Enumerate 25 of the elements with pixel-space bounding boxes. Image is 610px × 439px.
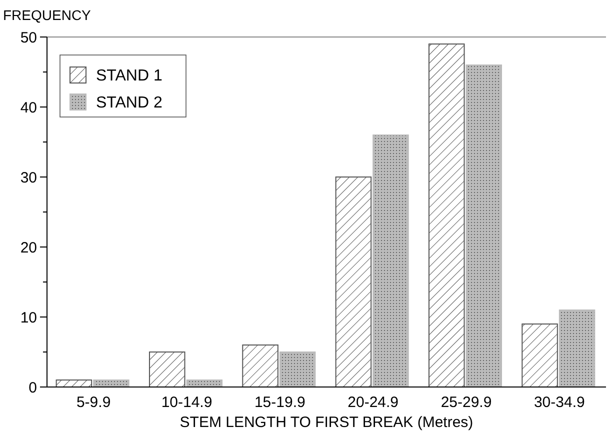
bar xyxy=(428,44,465,388)
y-tick-label: 40 xyxy=(20,99,37,116)
bar xyxy=(558,310,596,388)
bar xyxy=(466,64,502,388)
x-tick-label: 20-24.9 xyxy=(348,394,399,411)
y-tick-label: 0 xyxy=(28,379,37,396)
bar xyxy=(242,344,278,388)
legend-label: STAND 1 xyxy=(96,68,162,85)
x-tick-label: 10-14.9 xyxy=(161,394,212,411)
x-tick-label: 5-9.9 xyxy=(76,394,111,411)
y-tick-label: 10 xyxy=(20,309,37,326)
x-tick-label: 15-19.9 xyxy=(254,394,306,411)
y-tick-label: 50 xyxy=(20,29,37,46)
x-tick-label: 30-34.9 xyxy=(534,394,585,411)
y-axis-title: FREQUENCY xyxy=(3,7,92,23)
x-tick-label: 25-29.9 xyxy=(440,394,492,411)
legend-label: STAND 2 xyxy=(96,94,162,112)
x-axis-title: STEM LENGTH TO FIRST BREAK (Metres) xyxy=(180,414,474,431)
bar xyxy=(279,352,316,388)
bar xyxy=(335,176,372,388)
y-tick-label: 20 xyxy=(20,239,37,256)
bar xyxy=(372,134,409,388)
bar xyxy=(148,352,186,388)
bar xyxy=(522,324,558,388)
y-tick-label: 30 xyxy=(20,169,37,186)
